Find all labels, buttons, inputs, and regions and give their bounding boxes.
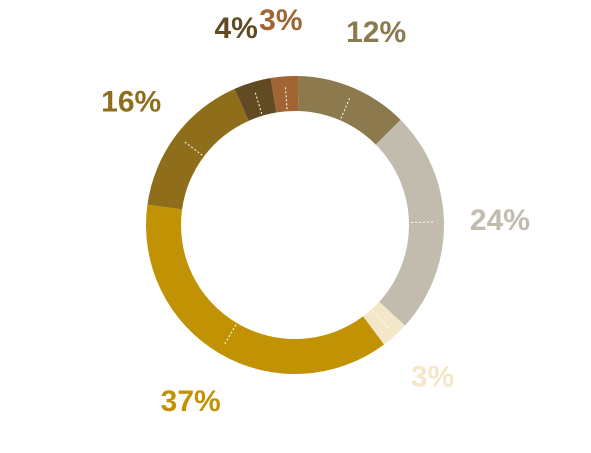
- donut-slice-4: [147, 88, 249, 210]
- donut-slices: [146, 76, 445, 374]
- donut-slice-1: [375, 119, 445, 326]
- slice-label-3: 37%: [161, 385, 221, 418]
- slice-label-0: 12%: [346, 16, 406, 49]
- slice-label-2: 3%: [411, 361, 454, 394]
- slice-label-4: 16%: [101, 85, 161, 118]
- slice-label-1: 24%: [470, 204, 530, 237]
- donut-slice-5: [234, 78, 277, 121]
- donut-slice-0: [297, 76, 401, 145]
- donut-slice-6: [270, 76, 299, 113]
- donut-slice-3: [146, 204, 385, 374]
- slice-label-6: 3%: [259, 4, 302, 37]
- slice-labels: 12%24%3%37%16%4% 3%: [101, 4, 530, 418]
- slice-label-5: 4%: [214, 12, 257, 45]
